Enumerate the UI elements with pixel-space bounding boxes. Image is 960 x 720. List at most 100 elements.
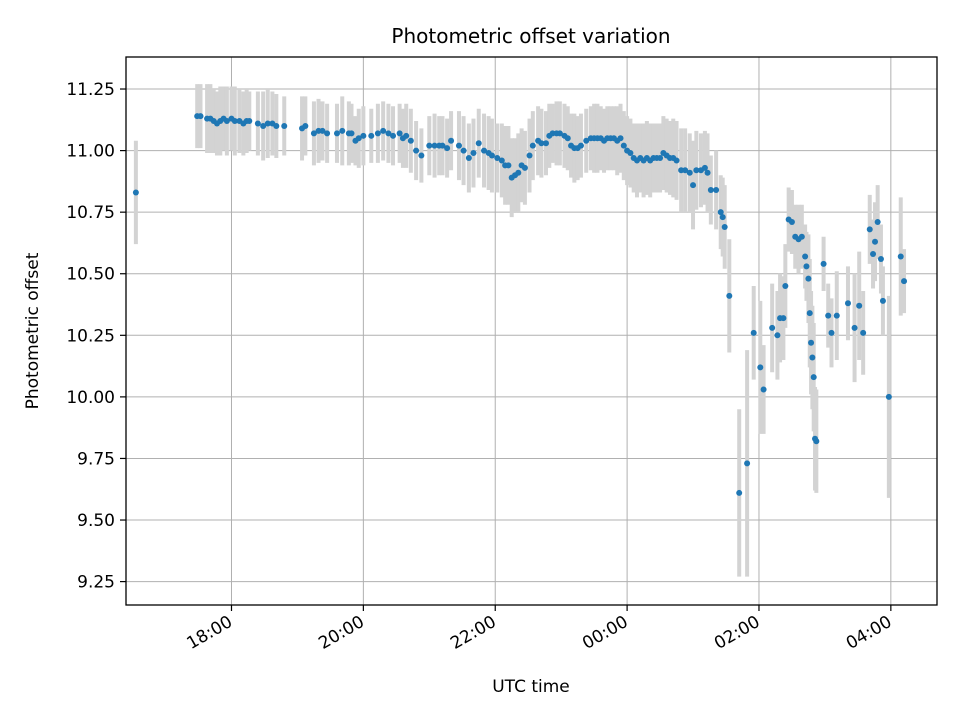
data-point [360,132,367,139]
data-point [403,132,410,139]
data-point [769,324,776,331]
data-point [813,438,820,445]
data-point [543,140,550,147]
data-point [627,150,634,157]
data-point [856,302,863,309]
y-tick-label: 9.50 [77,511,115,531]
data-point [426,142,433,149]
data-point [802,253,809,260]
y-tick-label: 11.00 [66,142,115,162]
x-tick-label: 20:00 [315,612,367,654]
data-point [780,315,787,322]
data-point [808,339,815,346]
data-point [281,122,288,129]
data-point [223,118,230,125]
data-point [620,142,627,149]
data-point [877,255,884,262]
data-point [736,489,743,496]
data-point [717,209,724,216]
data-point [494,154,501,161]
data-point [885,393,892,400]
data-point [455,142,462,149]
plot-frame [125,56,938,606]
data-point [809,354,816,361]
data-point [368,132,375,139]
data-point [825,312,832,319]
x-tick-label: 04:00 [843,612,895,654]
data-point [828,329,835,336]
data-point [498,157,505,164]
data-point [721,223,728,230]
data-point [577,142,584,149]
data-point [302,122,309,129]
data-point [564,135,571,142]
data-point [874,219,881,226]
data-point [460,147,467,154]
data-point [798,233,805,240]
data-point [820,260,827,267]
data-point [197,113,204,120]
data-point [686,169,693,176]
y-axis-label: Photometric offset [23,252,43,409]
data-point [750,329,757,336]
data-point [617,135,624,142]
data-point [481,147,488,154]
data-point [254,120,261,127]
data-point [431,142,438,149]
data-point [413,147,420,154]
data-point [310,130,317,137]
data-point [690,182,697,189]
data-point [556,130,563,137]
data-point [673,157,680,164]
data-point [319,127,326,134]
y-tick-label: 10.75 [66,203,115,223]
data-point [260,122,267,129]
data-point [879,297,886,304]
chart-title: Photometric offset variation [391,24,670,48]
data-point [385,130,392,137]
data-point [505,162,512,169]
data-point [333,130,340,137]
data-point [872,238,879,245]
data-point [803,263,810,270]
data-point [704,169,711,176]
data-point [833,312,840,319]
data-point [521,164,528,171]
data-point [701,164,708,171]
y-tick-label: 10.50 [66,265,115,285]
data-point [744,460,751,467]
data-point [719,214,726,221]
data-point [324,130,331,137]
data-point [870,251,877,258]
data-point [439,142,446,149]
error-bars [133,84,907,577]
data-point [515,169,522,176]
data-point [726,292,733,299]
data-point [901,278,908,285]
data-point [488,152,495,159]
data-point [380,127,387,134]
x-axis-label: UTC time [492,677,570,697]
data-point [657,154,664,161]
data-point [866,226,873,233]
data-point [448,137,455,144]
data-point [682,167,689,174]
data-point [583,137,590,144]
data-point [470,150,477,157]
data-point [355,135,362,142]
data-point [774,332,781,339]
x-tick-label: 02:00 [711,612,763,654]
data-point [390,132,397,139]
data-point [246,118,253,125]
data-point [782,283,789,290]
data-point [396,130,403,137]
data-point [418,152,425,159]
y-tick-label: 11.25 [66,80,115,100]
data-point [465,154,472,161]
data-point [844,300,851,307]
data-point [897,253,904,260]
data-point [713,186,720,193]
data-point [760,386,767,393]
data-point [693,167,700,174]
